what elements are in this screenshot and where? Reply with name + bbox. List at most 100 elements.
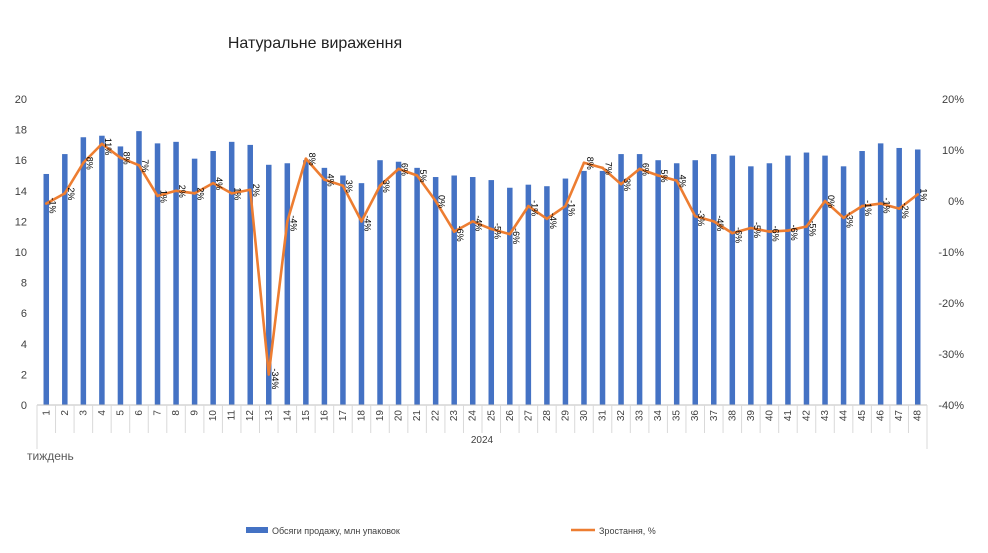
growth-point <box>137 164 141 167</box>
growth-point <box>545 217 549 221</box>
bar <box>43 173 50 405</box>
bar <box>340 175 346 405</box>
growth-point <box>675 179 678 182</box>
data-label: -6% <box>455 226 465 242</box>
x-tick-label: 25 <box>486 410 497 422</box>
legend-label-growth: Зростання, % <box>599 526 656 536</box>
bar <box>766 163 773 405</box>
data-labels-layer: -1% 2% 8% 11% 8% 7% 1% 2% 2% 4% 1% 2% -34% -4% 8% 4% 3% -… <box>47 138 928 390</box>
growth-point <box>304 157 308 160</box>
x-tick-label: 12 <box>245 410 256 422</box>
growth-point <box>341 184 345 187</box>
data-label: -4% <box>474 215 484 231</box>
bar <box>711 154 717 405</box>
axes-layer: 1 2 3 4 5 6 7 8 9 10 11 12 13 14 15 16 17 18 19 20 21 22 23 24 2… <box>15 94 964 449</box>
x-tick-label: 14 <box>282 410 293 422</box>
growth-point <box>619 182 623 186</box>
growth-point <box>860 204 864 208</box>
data-label: 5% <box>418 170 428 183</box>
x-tick-label: 27 <box>523 410 534 422</box>
bar <box>358 183 365 405</box>
data-label: 4% <box>214 177 224 190</box>
bar <box>618 154 624 405</box>
x-tick-label: 41 <box>783 410 794 422</box>
x-tick-label: 37 <box>709 410 720 422</box>
x-tick-label: 20 <box>394 410 405 422</box>
y-right-tick-label: -20% <box>938 298 964 310</box>
x-tick-label: 16 <box>319 410 330 422</box>
bar <box>210 151 216 405</box>
growth-point <box>471 220 475 223</box>
growth-point <box>638 167 641 171</box>
y-left-tick-label: 2 <box>21 369 27 381</box>
bar <box>266 164 272 405</box>
bar <box>284 163 291 405</box>
data-label: -6% <box>770 226 780 242</box>
growth-point <box>63 192 67 195</box>
data-label: 1% <box>919 188 929 201</box>
growth-point <box>786 229 790 232</box>
bar <box>247 144 253 405</box>
x-tick-label: 47 <box>894 410 905 422</box>
x-tick-label: 1 <box>41 410 52 416</box>
x-tick-label: 11 <box>227 410 238 421</box>
bar <box>896 147 902 405</box>
bar <box>395 161 402 405</box>
data-label: 3% <box>344 180 354 193</box>
bar <box>136 131 142 405</box>
bar <box>673 163 680 405</box>
bar <box>228 141 235 405</box>
x-tick-label: 19 <box>375 410 386 422</box>
x-tick-label: 38 <box>727 410 738 422</box>
growth-point <box>749 226 753 230</box>
data-label: 6% <box>400 163 410 176</box>
x-tick-label: 26 <box>505 410 516 422</box>
y-left-tick-label: 10 <box>15 247 27 259</box>
bar <box>507 187 513 405</box>
x-tick-label: 31 <box>598 410 609 422</box>
bar <box>544 186 550 405</box>
bar <box>692 160 698 405</box>
x-tick-label: 21 <box>412 410 423 422</box>
bar <box>451 175 457 405</box>
x-tick-label: 2 <box>60 410 71 416</box>
x-tick-label: 34 <box>653 410 664 422</box>
data-label: 2% <box>66 187 76 200</box>
x-tick-label: 32 <box>616 410 627 422</box>
legend-swatch-sales <box>246 527 268 533</box>
bar <box>191 158 198 405</box>
y-left-tick-label: 12 <box>15 216 27 228</box>
growth-point <box>248 188 252 192</box>
x-tick-label: 4 <box>97 410 108 416</box>
bar <box>303 160 309 405</box>
growth-point <box>879 202 882 205</box>
growth-point <box>452 230 456 233</box>
bar <box>525 184 532 405</box>
x-tick-label: 33 <box>635 410 646 422</box>
data-label: -1% <box>566 200 576 216</box>
data-label: -4% <box>288 215 298 231</box>
growth-point <box>508 232 512 236</box>
x-tick-label: 40 <box>764 410 775 422</box>
y-left-tick-label: 0 <box>21 400 27 412</box>
data-label: -4% <box>715 215 725 231</box>
bar <box>173 141 179 405</box>
growth-point <box>230 192 233 195</box>
bar <box>469 177 476 405</box>
y-right-tick-label: 20% <box>942 94 964 106</box>
x-tick-label: 48 <box>913 410 924 422</box>
data-label: -3% <box>845 212 855 228</box>
data-label: 3% <box>381 180 391 193</box>
bar <box>840 166 847 405</box>
bar <box>99 135 105 405</box>
growth-point <box>693 215 697 218</box>
bar <box>488 180 495 405</box>
growth-point <box>156 194 159 198</box>
x-tick-label: 7 <box>153 410 164 416</box>
data-label: -4% <box>362 215 372 231</box>
data-label: 1% <box>159 190 169 203</box>
x-tick-label: 24 <box>468 410 479 422</box>
y-left-tick-label: 14 <box>15 186 27 198</box>
